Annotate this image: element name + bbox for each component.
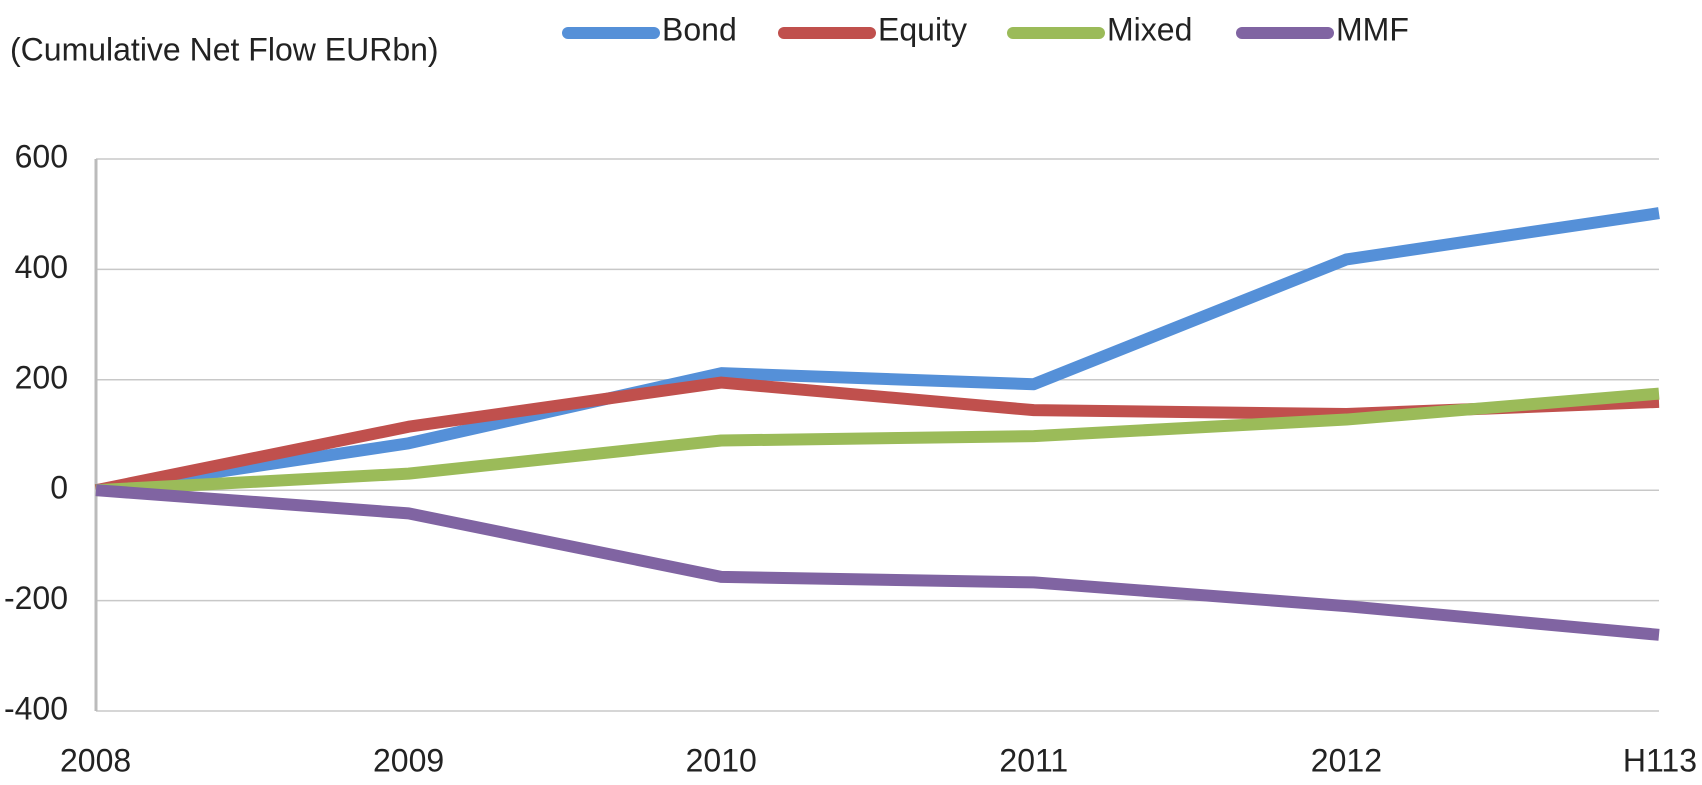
series-line [95, 207, 1660, 497]
y-tick-label: -400 [4, 690, 68, 726]
x-tick-label: 2009 [373, 742, 444, 778]
y-tick-label: 600 [15, 138, 68, 174]
y-axis-label: (Cumulative Net Flow EURbn) [10, 31, 439, 67]
legend-label: Equity [878, 11, 967, 47]
series-line [95, 387, 1660, 497]
y-tick-label: -200 [4, 580, 68, 616]
x-tick-label: 2011 [999, 742, 1068, 778]
x-tick-label: 2012 [1311, 742, 1382, 778]
legend-label: MMF [1336, 11, 1409, 47]
x-tick-label: 2010 [686, 742, 757, 778]
y-tick-label: 0 [50, 470, 68, 506]
y-tick-label: 200 [15, 359, 68, 395]
series-line [95, 484, 1660, 641]
y-tick-label: 400 [15, 249, 68, 285]
x-tick-label: 2008 [60, 742, 131, 778]
legend-label: Mixed [1107, 11, 1192, 47]
x-tick-label: H113 [1623, 742, 1697, 778]
legend-label: Bond [662, 11, 737, 47]
